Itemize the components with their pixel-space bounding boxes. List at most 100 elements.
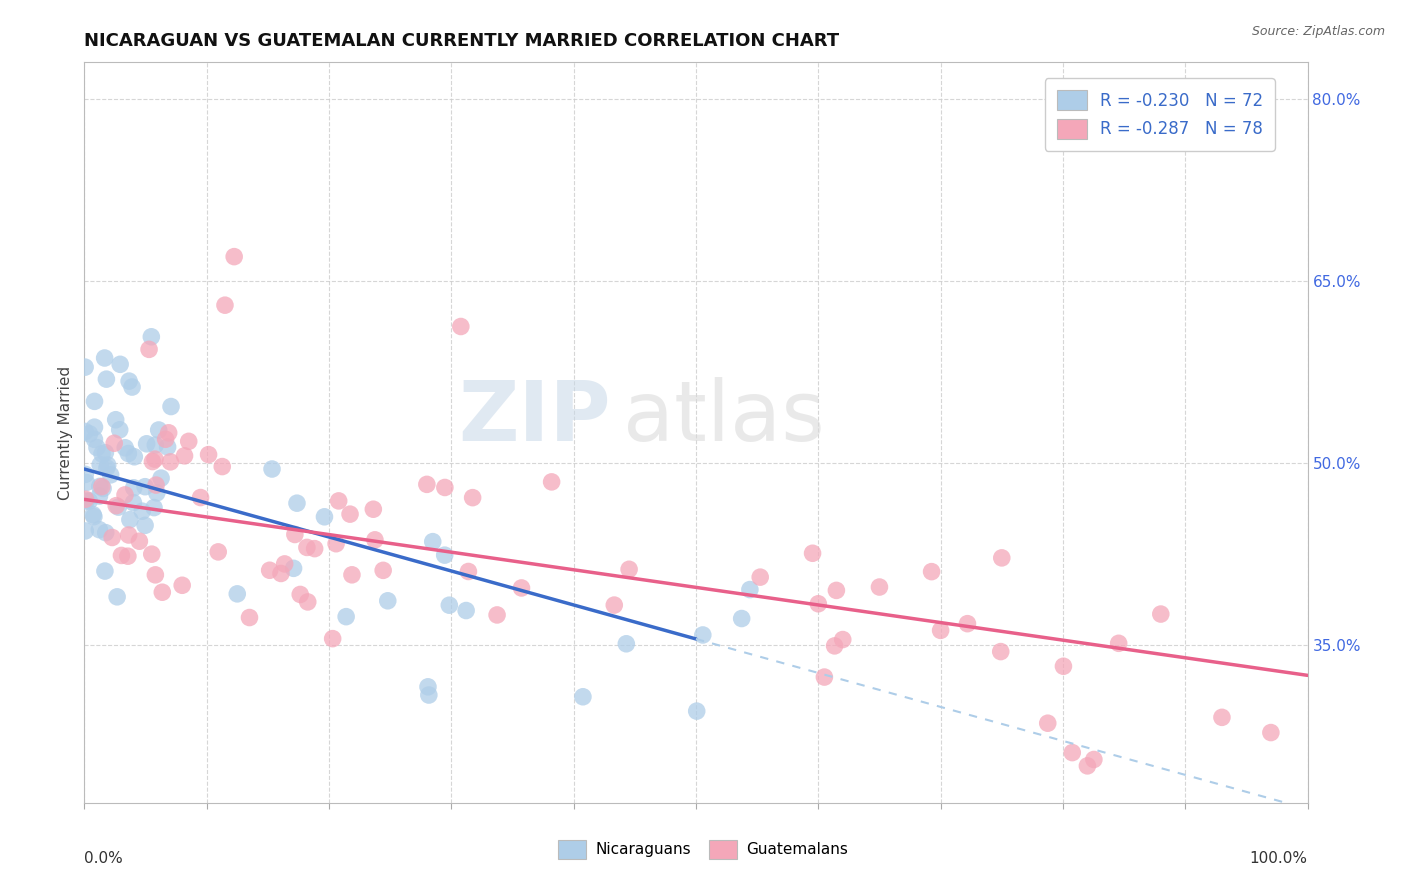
- Point: [141, 454, 163, 468]
- Point: [177, 434, 200, 449]
- Point: [749, 570, 772, 584]
- Point: [128, 534, 150, 549]
- Legend: Nicaraguans, Guatemalans: Nicaraguans, Guatemalans: [553, 834, 853, 864]
- Point: [114, 488, 136, 502]
- Point: [1108, 636, 1130, 650]
- Point: [340, 567, 363, 582]
- Point: [614, 637, 637, 651]
- Point: [335, 609, 357, 624]
- Point: [314, 509, 336, 524]
- Point: [89, 479, 111, 493]
- Point: [131, 504, 153, 518]
- Point: [134, 480, 156, 494]
- Point: [134, 518, 156, 533]
- Point: [450, 319, 472, 334]
- Text: 100.0%: 100.0%: [1250, 851, 1308, 866]
- Point: [100, 467, 122, 482]
- Point: [1260, 725, 1282, 739]
- Point: [75, 492, 97, 507]
- Point: [75, 467, 97, 482]
- Point: [692, 628, 714, 642]
- Point: [1076, 759, 1098, 773]
- Point: [83, 509, 105, 524]
- Point: [197, 448, 219, 462]
- Point: [956, 616, 979, 631]
- Point: [486, 607, 509, 622]
- Point: [75, 524, 97, 538]
- Text: NICARAGUAN VS GUATEMALAN CURRENTLY MARRIED CORRELATION CHART: NICARAGUAN VS GUATEMALAN CURRENTLY MARRI…: [84, 32, 839, 50]
- Point: [122, 481, 145, 495]
- Point: [97, 458, 120, 472]
- Point: [108, 357, 131, 371]
- Point: [173, 449, 195, 463]
- Point: [418, 688, 440, 702]
- Point: [94, 564, 117, 578]
- Point: [461, 491, 484, 505]
- Point: [824, 639, 846, 653]
- Point: [83, 394, 105, 409]
- Point: [90, 480, 112, 494]
- Point: [1083, 752, 1105, 766]
- Point: [150, 585, 173, 599]
- Point: [150, 471, 173, 485]
- Text: Source: ZipAtlas.com: Source: ZipAtlas.com: [1251, 25, 1385, 38]
- Point: [83, 433, 105, 447]
- Point: [122, 496, 145, 510]
- Point: [91, 447, 114, 461]
- Point: [1036, 716, 1059, 731]
- Text: atlas: atlas: [623, 377, 824, 458]
- Point: [226, 587, 249, 601]
- Point: [93, 351, 115, 365]
- Point: [304, 541, 326, 556]
- Point: [75, 475, 97, 490]
- Point: [141, 330, 163, 344]
- Point: [124, 450, 146, 464]
- Point: [118, 528, 141, 542]
- Point: [260, 462, 283, 476]
- Point: [273, 557, 295, 571]
- Point: [135, 437, 157, 451]
- Point: [157, 425, 180, 440]
- Point: [94, 525, 117, 540]
- Point: [238, 610, 260, 624]
- Point: [96, 461, 118, 475]
- Point: [114, 441, 136, 455]
- Point: [214, 298, 236, 312]
- Point: [91, 482, 114, 496]
- Point: [295, 541, 318, 555]
- Point: [363, 502, 385, 516]
- Point: [686, 704, 709, 718]
- Point: [118, 513, 141, 527]
- Point: [211, 459, 233, 474]
- Point: [433, 480, 456, 494]
- Point: [325, 537, 347, 551]
- Point: [143, 452, 166, 467]
- Y-axis label: Currently Married: Currently Married: [58, 366, 73, 500]
- Point: [75, 494, 97, 508]
- Point: [603, 598, 626, 612]
- Point: [83, 420, 105, 434]
- Point: [75, 360, 97, 375]
- Point: [1062, 746, 1084, 760]
- Point: [108, 423, 131, 437]
- Point: [433, 548, 456, 562]
- Text: 0.0%: 0.0%: [84, 851, 124, 866]
- Point: [103, 436, 125, 450]
- Point: [1052, 659, 1074, 673]
- Point: [297, 595, 319, 609]
- Point: [138, 343, 160, 357]
- Point: [101, 531, 124, 545]
- Point: [94, 446, 117, 460]
- Point: [207, 545, 229, 559]
- Point: [457, 565, 479, 579]
- Point: [146, 486, 169, 500]
- Point: [117, 446, 139, 460]
- Point: [731, 611, 754, 625]
- Point: [82, 508, 104, 522]
- Point: [377, 594, 399, 608]
- Point: [921, 565, 943, 579]
- Point: [141, 547, 163, 561]
- Point: [990, 644, 1012, 658]
- Point: [284, 527, 307, 541]
- Point: [190, 491, 212, 505]
